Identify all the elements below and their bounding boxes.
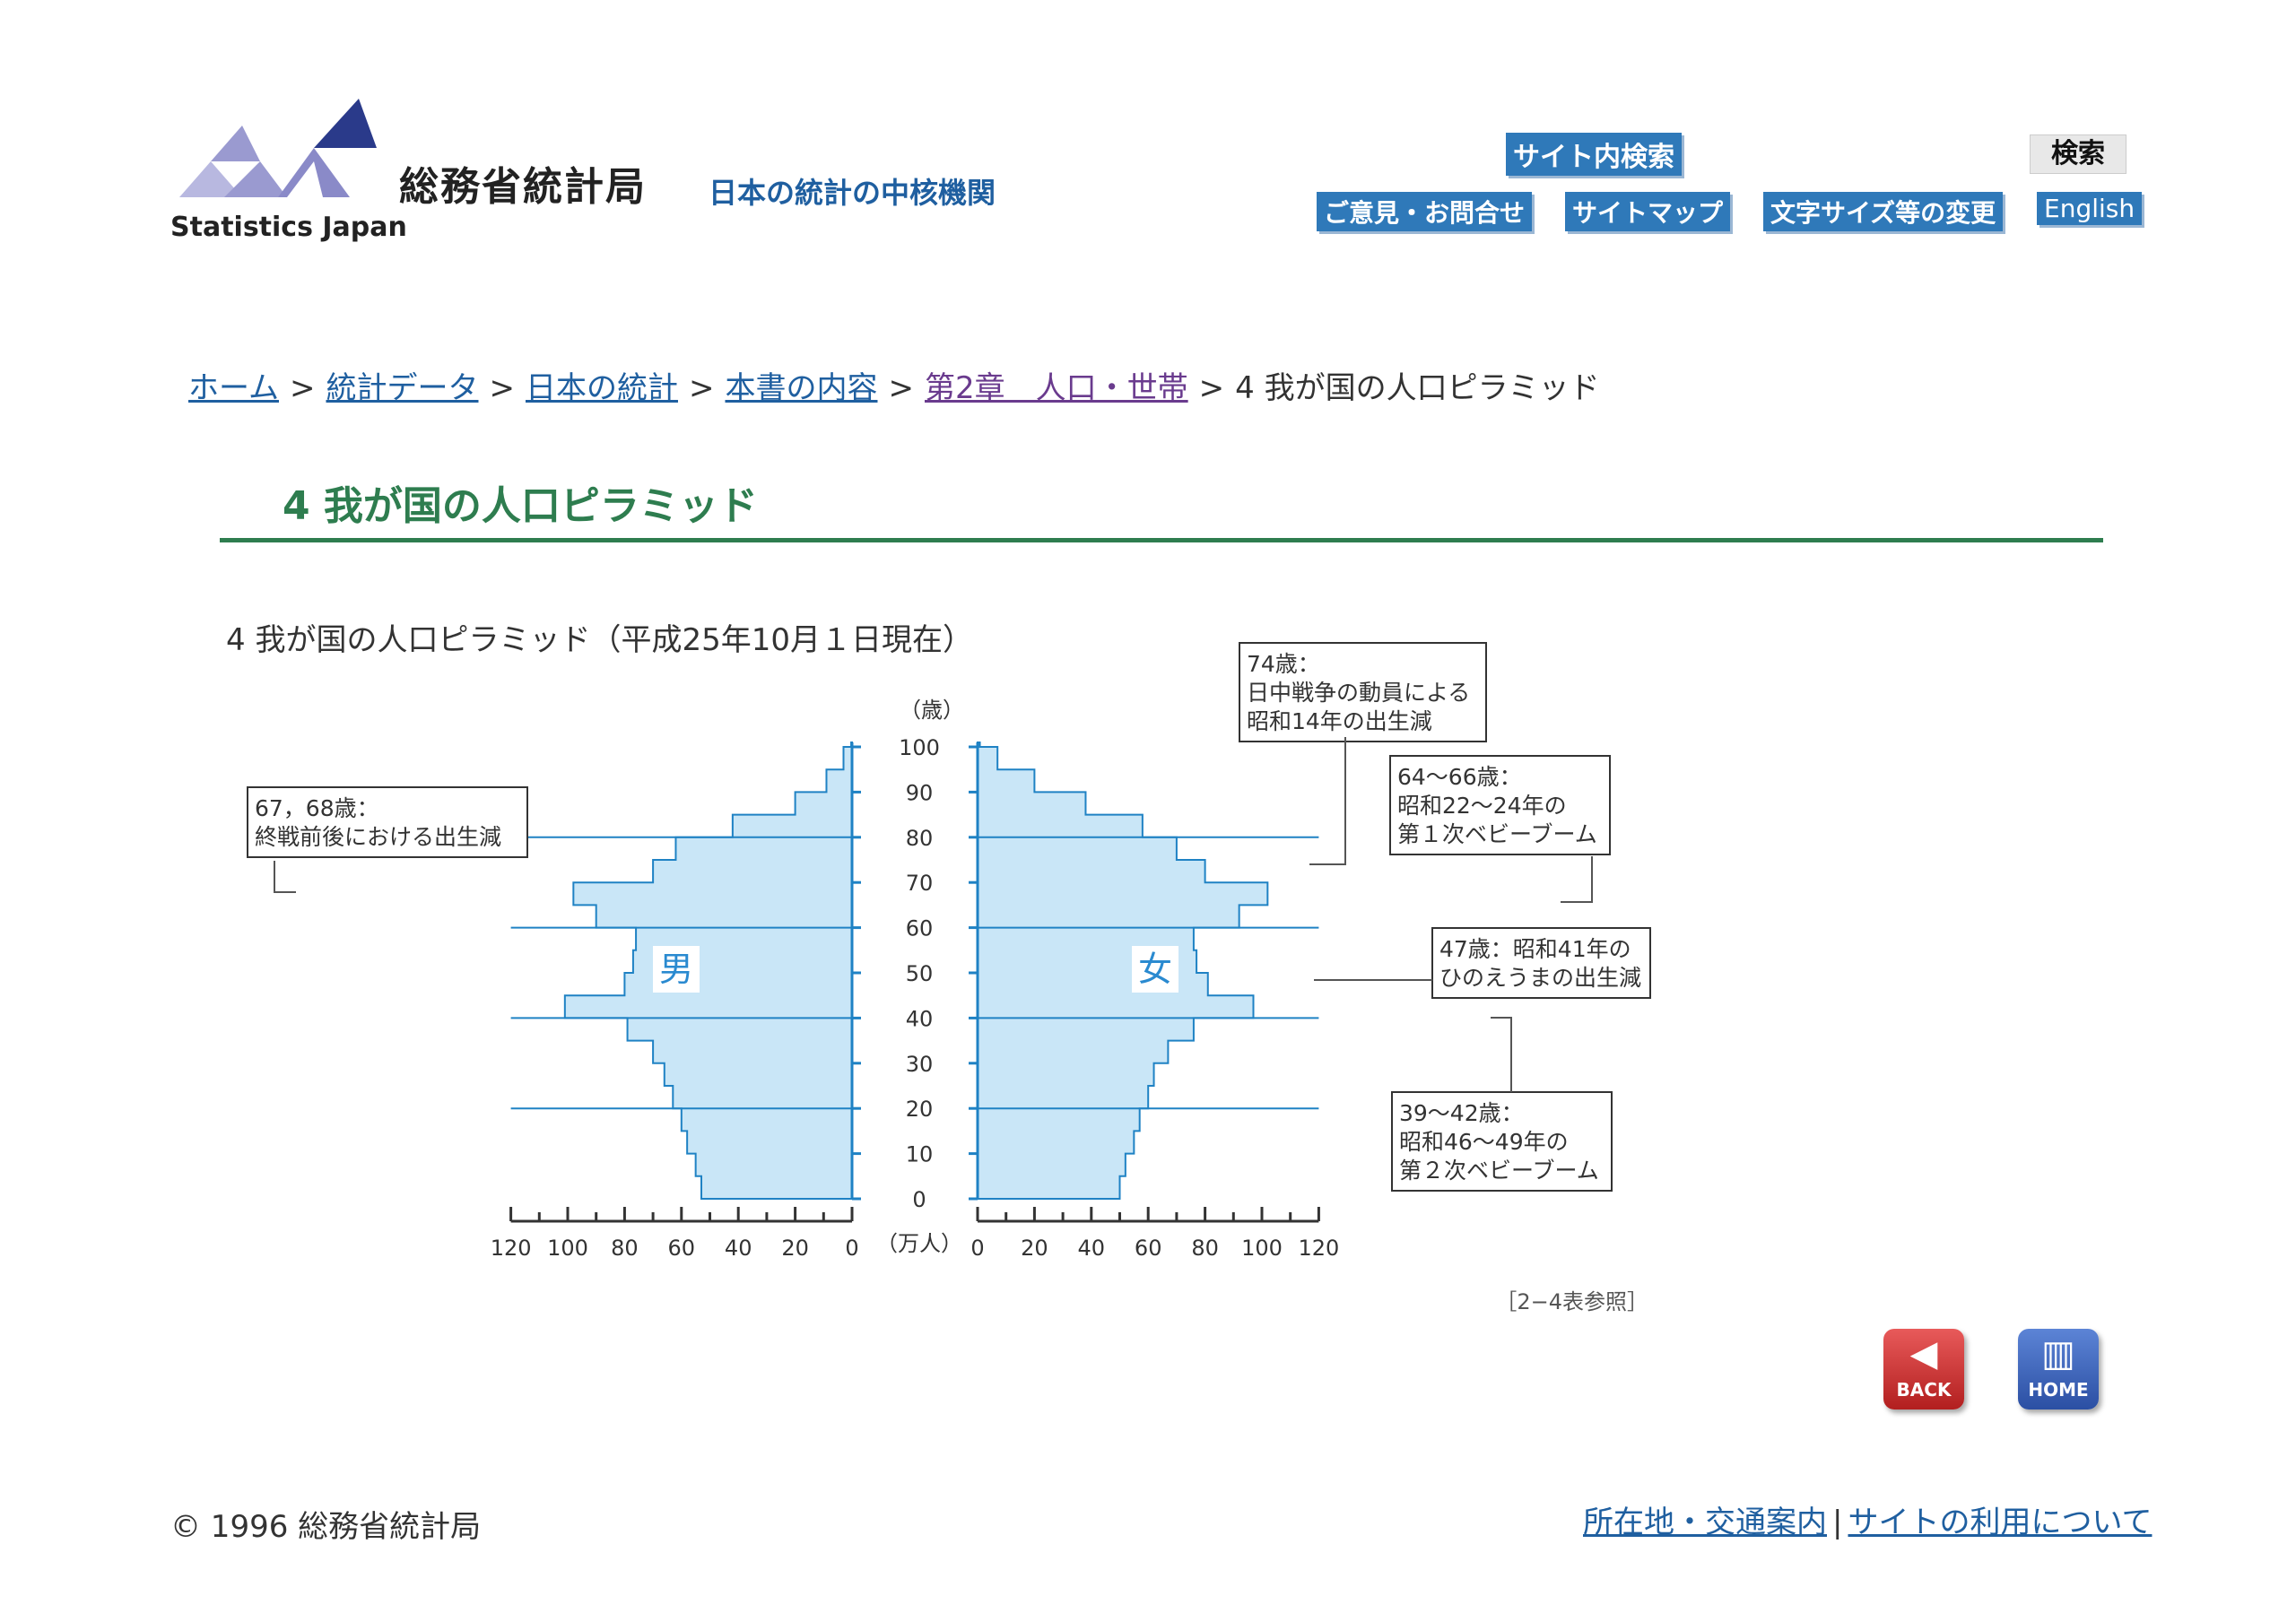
leader-64-66 [1561, 856, 1593, 903]
y-tick-label-0: 0 [912, 1187, 926, 1212]
site-header: 総務省統計局 Statistics Japan 日本の統計の中核機関 サイト内検… [0, 0, 2296, 287]
home-building-icon: ▥ [2041, 1333, 2075, 1375]
y-tick-label-60: 60 [906, 916, 934, 941]
nav-english[interactable]: English [2037, 192, 2143, 225]
female-x-tick-label-60: 60 [1135, 1236, 1162, 1261]
breadcrumb-japan-statistics[interactable]: 日本の統計 [525, 370, 678, 406]
female-label-bg [1132, 946, 1178, 993]
female-x-tick-label-40: 40 [1078, 1236, 1106, 1261]
logo-text[interactable]: 総務省統計局 [399, 164, 647, 210]
annotation-74-line-1: 日中戦争の動員による [1247, 680, 1470, 706]
annotation-67-68-box [247, 786, 528, 858]
leader-39-42 [1491, 1017, 1512, 1092]
annotation-64-66-line-1: 昭和22〜24年の [1397, 793, 1567, 819]
annotation-64-66-line-0: 64〜66歳： [1397, 764, 1522, 790]
title-divider [220, 538, 2103, 542]
breadcrumb-chapter2[interactable]: 第2章 人口・世帯 [924, 370, 1188, 406]
male-label: 男 [659, 950, 693, 989]
tagline: 日本の統計の中核機関 [709, 176, 996, 210]
female-x-tick-label-20: 20 [1021, 1236, 1048, 1261]
female-population-area [977, 741, 1269, 1200]
annotation-64-66-box [1389, 755, 1611, 855]
annotation-74-line-2: 昭和14年の出生減 [1247, 708, 1432, 734]
male-x-tick-label-40: 40 [725, 1236, 752, 1261]
breadcrumb-contents[interactable]: 本書の内容 [725, 370, 878, 406]
footer-links: 所在地・交通案内 | サイトの利用について [1583, 1497, 2152, 1541]
breadcrumb-home[interactable]: ホーム [188, 370, 279, 406]
female-x-tick-label-120: 120 [1298, 1236, 1339, 1261]
y-tick-label-80: 80 [906, 826, 934, 851]
x-unit-label: （万人） [876, 1231, 962, 1256]
y-tick-label-10: 10 [906, 1142, 934, 1167]
page-title: 4 我が国の人口ピラミッド [283, 483, 758, 529]
breadcrumb: ホーム > 統計データ > 日本の統計 > 本書の内容 > 第2章 人口・世帯 >4 我が国の人口… [188, 370, 1600, 406]
male-x-tick-label-0: 0 [845, 1236, 858, 1261]
copyright: © 1996 総務省統計局 [170, 1509, 482, 1545]
y-tick-label-40: 40 [906, 1006, 934, 1031]
annotation-74-line-0: 74歳： [1247, 651, 1320, 677]
annotation-47-line-0: 47歳：昭和41年の [1439, 936, 1631, 962]
y-tick-label-20: 20 [906, 1097, 934, 1122]
annotation-47-box [1431, 927, 1651, 999]
chart-title: 4 我が国の人口ピラミッド（平成25年10月１日現在） [226, 622, 973, 658]
annotation-39-42-box [1391, 1091, 1613, 1192]
chart-reference: ［2−4表参照］ [1495, 1289, 1648, 1314]
annotation-67-68-line-0: 67，68歳： [255, 795, 379, 821]
female-x-tick-label-100: 100 [1241, 1236, 1283, 1261]
footer-access-link[interactable]: 所在地・交通案内 [1583, 1505, 1827, 1540]
female-x-tick-label-80: 80 [1191, 1236, 1219, 1261]
footer-terms-link[interactable]: サイトの利用について [1848, 1505, 2152, 1540]
annotation-39-42-line-0: 39〜42歳： [1399, 1100, 1524, 1126]
nav-text-size[interactable]: 文字サイズ等の変更 [1763, 192, 2004, 231]
annotation-39-42-line-2: 第２次ベビーブーム [1399, 1158, 1599, 1184]
annotation-64-66-line-2: 第１次ベビーブーム [1397, 821, 1597, 847]
statistics-japan-logo[interactable] [170, 99, 386, 202]
breadcrumb-current: 4 我が国の人口ピラミッド [1235, 370, 1600, 406]
annotation-47-line-1: ひのえうまの出生減 [1439, 965, 1641, 991]
breadcrumb-statistics-data[interactable]: 統計データ [326, 370, 479, 406]
y-tick-label-90: 90 [906, 780, 934, 805]
home-button[interactable]: ▥ HOME [2018, 1329, 2099, 1409]
leader-74 [1309, 737, 1346, 866]
y-tick-label-100: 100 [899, 735, 940, 760]
search-button[interactable]: 検索 [2030, 134, 2126, 174]
y-tick-label-30: 30 [906, 1052, 934, 1077]
male-label-bg [653, 946, 700, 993]
back-button[interactable]: ◀ BACK [1883, 1329, 1964, 1409]
y-tick-label-70: 70 [906, 871, 934, 896]
nav-sitemap[interactable]: サイトマップ [1565, 192, 1731, 231]
leader-67-68 [274, 861, 296, 893]
footer-separator: | [1832, 1505, 1843, 1540]
annotation-74-box [1239, 642, 1487, 742]
female-x-tick-label-0: 0 [970, 1236, 984, 1261]
male-x-tick-label-100: 100 [547, 1236, 588, 1261]
male-x-tick-label-20: 20 [781, 1236, 809, 1261]
male-population-area [563, 741, 853, 1200]
male-x-tick-label-120: 120 [491, 1236, 532, 1261]
site-search-label: サイト内検索 [1506, 133, 1682, 176]
female-label: 女 [1138, 950, 1172, 989]
annotation-39-42-line-1: 昭和46〜49年の [1399, 1129, 1569, 1155]
annotation-67-68-line-1: 終戦前後における出生減 [255, 824, 501, 850]
y-unit-label: （歳） [900, 698, 964, 723]
back-arrow-icon: ◀ [1909, 1333, 1938, 1375]
logo-english: Statistics Japan [170, 212, 407, 243]
y-tick-label-50: 50 [906, 961, 934, 986]
male-x-tick-label-60: 60 [668, 1236, 696, 1261]
male-x-tick-label-80: 80 [611, 1236, 639, 1261]
nav-feedback[interactable]: ご意見・お問合せ [1317, 192, 1533, 231]
